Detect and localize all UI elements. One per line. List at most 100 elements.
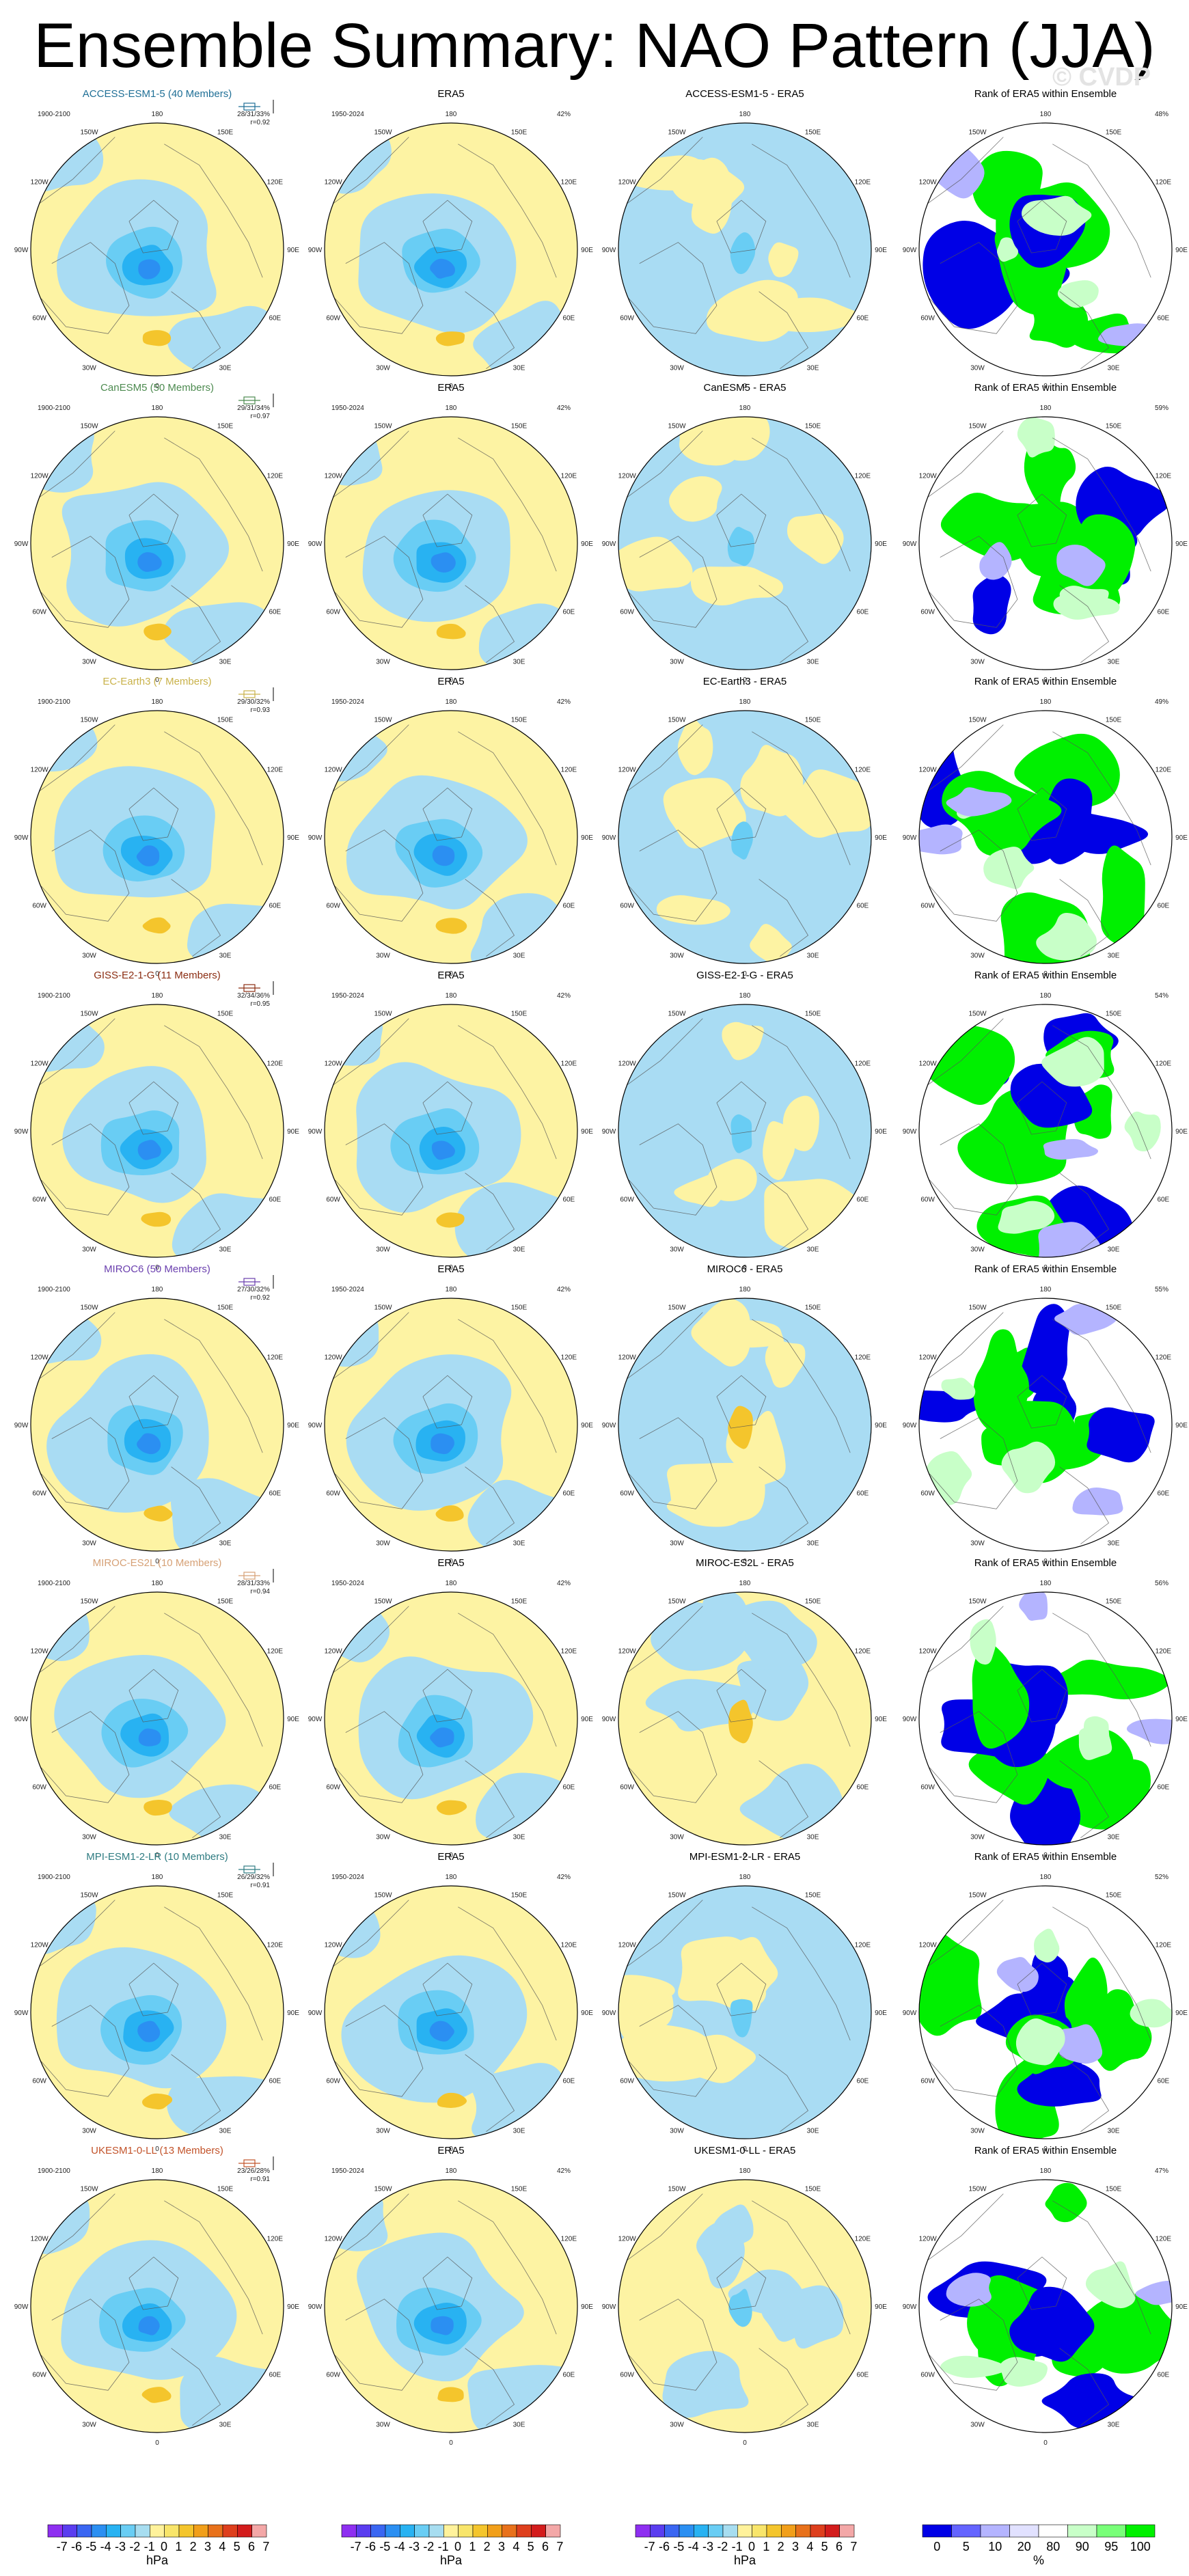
coastline xyxy=(752,1025,851,1160)
map-field xyxy=(31,2180,284,2433)
lon-label: 150W xyxy=(80,2186,98,2193)
lon-label: 30E xyxy=(807,364,819,372)
colorbar-swatch xyxy=(980,2524,1010,2538)
lon-label: 120W xyxy=(618,2236,637,2243)
coastline xyxy=(629,1417,718,1509)
coastline xyxy=(922,1900,1004,1971)
coastline xyxy=(716,200,767,254)
map-field xyxy=(919,417,1172,670)
contour-minus-4 xyxy=(136,845,160,866)
coastline xyxy=(1017,1669,1067,1723)
coastline xyxy=(327,1312,409,1383)
lon-label: 60W xyxy=(32,2078,46,2085)
obs-period: 1950-2024 xyxy=(331,2167,364,2175)
coastline xyxy=(171,1466,221,1545)
lon-label: 120E xyxy=(855,473,871,480)
positive-center xyxy=(436,1800,467,1815)
lon-label: 120E xyxy=(267,179,284,187)
coastlines xyxy=(922,1312,1151,1545)
lon-label: 60W xyxy=(326,1784,340,1792)
lon-label: 60W xyxy=(620,2372,634,2379)
model-period: 1900-2100 xyxy=(38,111,70,118)
lon-label: 30W xyxy=(970,1539,985,1547)
difference-region xyxy=(645,1679,756,1731)
rank-percent: 49% xyxy=(1155,698,1168,706)
rank-region xyxy=(1014,733,1120,810)
colorbar-swatch xyxy=(91,2524,107,2538)
map-border xyxy=(918,1591,1173,1846)
colorbar-swatch xyxy=(62,2524,77,2538)
map-border xyxy=(618,1591,872,1846)
contour-minus-4 xyxy=(138,2316,160,2335)
coastlines xyxy=(621,2193,851,2426)
colorbar-unit: hPa xyxy=(440,2553,463,2567)
difference-title: MIROC6 - ERA5 xyxy=(707,1263,783,1275)
colorbar-swatch xyxy=(208,2524,223,2538)
lon-label: 120W xyxy=(31,1354,49,1362)
rank-title: Rank of ERA5 within Ensemble xyxy=(974,88,1117,100)
map-border xyxy=(324,1298,578,1552)
rank-region xyxy=(1001,1441,1056,1494)
lon-label: 120E xyxy=(855,2236,871,2243)
difference-center xyxy=(730,1114,752,1153)
coastlines xyxy=(621,1312,851,1545)
coastline xyxy=(922,1606,1004,1677)
colorbar-swatch xyxy=(664,2524,680,2538)
lon-label: 90W xyxy=(602,2010,616,2017)
lon-label: 150E xyxy=(217,129,234,137)
difference-center xyxy=(728,1699,753,1744)
coastline xyxy=(465,2348,515,2426)
map-field xyxy=(618,711,871,963)
lon-label: 90W xyxy=(14,2303,29,2311)
coastline xyxy=(327,2193,409,2264)
lon-label: 0 xyxy=(155,676,159,684)
coastline xyxy=(752,1613,851,1747)
colorbar-tick: -5 xyxy=(379,2540,390,2553)
map-border xyxy=(324,1591,578,1846)
contour-minus-4 xyxy=(138,259,161,279)
coastlines xyxy=(922,2193,1151,2426)
colorbar-tick: -1 xyxy=(438,2540,449,2553)
lon-label: 90W xyxy=(14,540,29,548)
coastline xyxy=(458,1319,557,1453)
coastline xyxy=(1052,1319,1151,1453)
lon-label: 150W xyxy=(968,1304,987,1312)
difference-region xyxy=(765,1339,806,1388)
lon-label: 120E xyxy=(267,1648,284,1656)
coastline xyxy=(1017,787,1067,841)
lon-label: 60W xyxy=(920,1490,935,1498)
coastline xyxy=(171,2348,221,2426)
coastline xyxy=(171,1173,221,1251)
lon-label: 60W xyxy=(326,609,340,616)
coastline xyxy=(752,437,851,572)
lon-label: 120W xyxy=(325,1942,343,1949)
lon-label: 120W xyxy=(31,473,49,480)
lon-label: 30E xyxy=(1108,1539,1120,1547)
rank-map: 180 150E 120E 90E 60E 30E 0 30W 60W 90W 120W 150W Ra… xyxy=(903,1263,1188,1565)
lon-label: 90E xyxy=(581,1422,593,1429)
model-title: CanESM5 (50 Members) xyxy=(100,382,214,394)
lon-label: 180 xyxy=(152,111,163,118)
coastlines xyxy=(621,430,851,663)
obs-map: 180 150E 120E 90E 60E 30E 0 30W 60W 90W 120W 150W ER… xyxy=(308,1557,594,1859)
coastline xyxy=(629,2005,718,2097)
coastline xyxy=(752,143,851,278)
coastline xyxy=(621,137,703,208)
coastline xyxy=(458,143,557,278)
lon-label: 150W xyxy=(80,717,98,724)
lon-label: 150W xyxy=(374,2186,392,2193)
rank-region xyxy=(972,574,1011,635)
obs-period: 1950-2024 xyxy=(331,1874,364,1881)
positive-center xyxy=(144,1505,173,1522)
colorbar-swatch xyxy=(922,2524,952,2538)
colorbar-tick: 5 xyxy=(234,2540,241,2553)
colorbar-swatch xyxy=(694,2524,709,2538)
coastline xyxy=(458,1025,557,1160)
difference-region xyxy=(662,2351,749,2418)
coastline xyxy=(128,2256,179,2310)
coastline xyxy=(465,1173,515,1251)
map-field xyxy=(325,1298,577,1551)
coastline xyxy=(1059,879,1110,957)
coastline xyxy=(128,787,179,841)
lon-label: 90E xyxy=(1175,2303,1188,2311)
